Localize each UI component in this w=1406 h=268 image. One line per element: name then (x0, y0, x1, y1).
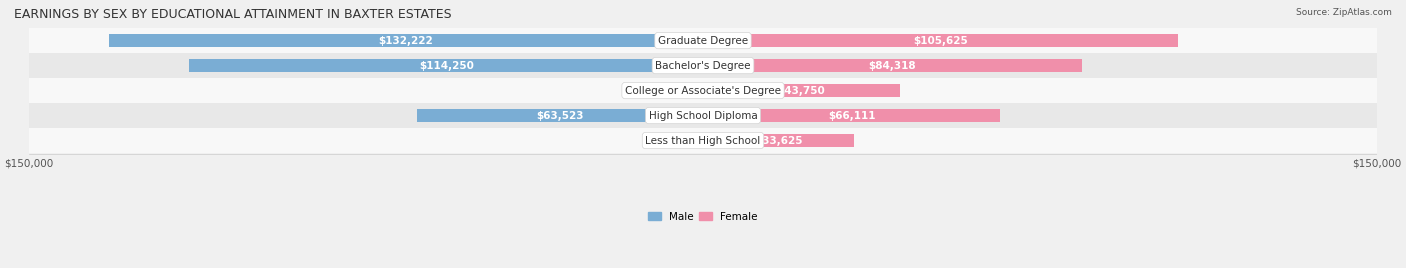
Text: Source: ZipAtlas.com: Source: ZipAtlas.com (1296, 8, 1392, 17)
Bar (28, 28, 1378, 53)
Text: $105,625: $105,625 (912, 36, 967, 46)
Text: Bachelor's Degree: Bachelor's Degree (655, 61, 751, 70)
Bar (28, 53, 1378, 78)
Text: $63,523: $63,523 (537, 111, 583, 121)
Text: College or Associate's Degree: College or Associate's Degree (626, 85, 780, 96)
Text: Graduate Degree: Graduate Degree (658, 36, 748, 46)
Text: $43,750: $43,750 (778, 85, 825, 96)
Bar (703, 34, 1178, 47)
Bar (703, 84, 900, 98)
Text: $0: $0 (676, 85, 689, 96)
Text: $84,318: $84,318 (869, 61, 917, 70)
Bar (108, 34, 703, 47)
Bar (703, 109, 1000, 122)
Text: $33,625: $33,625 (755, 136, 803, 146)
Text: $66,111: $66,111 (828, 111, 876, 121)
Text: $114,250: $114,250 (419, 61, 474, 70)
Text: Less than High School: Less than High School (645, 136, 761, 146)
Bar (703, 59, 1083, 72)
Bar (418, 109, 703, 122)
Bar (28, 128, 1378, 153)
Bar (190, 59, 703, 72)
Text: $132,222: $132,222 (378, 36, 433, 46)
Text: High School Diploma: High School Diploma (648, 111, 758, 121)
Bar (28, 103, 1378, 128)
Bar (28, 78, 1378, 103)
Text: EARNINGS BY SEX BY EDUCATIONAL ATTAINMENT IN BAXTER ESTATES: EARNINGS BY SEX BY EDUCATIONAL ATTAINMEN… (14, 8, 451, 21)
Bar (703, 134, 853, 147)
Text: $0: $0 (676, 136, 689, 146)
Legend: Male, Female: Male, Female (648, 212, 758, 222)
